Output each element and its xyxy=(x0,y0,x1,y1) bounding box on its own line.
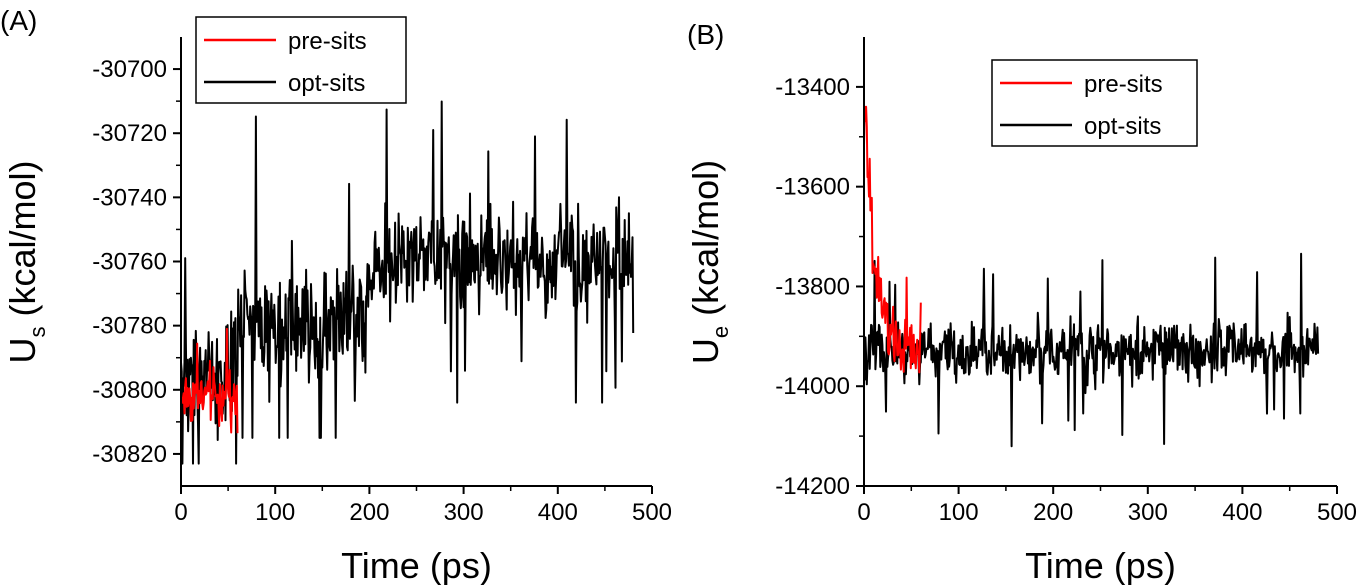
y-axis-label-main: U xyxy=(2,338,43,364)
series-line-opt-sits xyxy=(863,252,1320,448)
y-tick-label: -13800 xyxy=(775,273,850,300)
series-line-pre-sits xyxy=(180,327,239,434)
x-tick-label: 100 xyxy=(255,499,295,526)
y-tick-label: -14200 xyxy=(775,473,850,500)
x-tick-label: 200 xyxy=(349,499,389,526)
series-line-pre-sits xyxy=(863,105,922,374)
y-axis-label: Us (kcal/mol) xyxy=(2,160,50,363)
legend-entry: pre-sits xyxy=(1084,71,1163,98)
y-tick-label: -30780 xyxy=(92,313,167,340)
panel-b: 0 100 200 300 400 500 -14200 -14000 -13800 -13600… xyxy=(685,19,1357,585)
legend-entry: pre-sits xyxy=(288,28,367,55)
legend-entry: opt-sits xyxy=(288,70,365,97)
y-tick-label: -30760 xyxy=(92,249,167,276)
x-tick-label: 300 xyxy=(1128,499,1168,526)
legend-box xyxy=(991,59,1198,147)
y-tick-label: -30740 xyxy=(92,184,167,211)
y-tick-label: -14000 xyxy=(775,373,850,400)
y-tick-label: -30800 xyxy=(92,377,167,404)
panel-a: 0 100 200 300 400 500 -30820 -30800 -30780 -30760… xyxy=(0,5,672,585)
y-axis-label-unit: (kcal/mol) xyxy=(2,160,43,316)
x-tick-label: 0 xyxy=(174,499,187,526)
y-axis-label-sub: s xyxy=(25,327,50,338)
x-tick-label: 0 xyxy=(857,499,870,526)
y-axis-label-unit: (kcal/mol) xyxy=(685,160,726,316)
x-tick-label: 500 xyxy=(1317,499,1357,526)
x-tick-label: 400 xyxy=(1222,499,1262,526)
x-tick-label: 400 xyxy=(538,499,578,526)
series-line-opt-sits xyxy=(180,100,635,465)
y-tick-label: -13600 xyxy=(775,174,850,201)
y-tick-label: -30820 xyxy=(92,441,167,468)
x-axis-label: Time (ps) xyxy=(1025,545,1176,585)
legend-box xyxy=(195,16,407,104)
y-tick-label: -30700 xyxy=(92,56,167,83)
panel-label: (B) xyxy=(687,19,724,50)
panel-label: (A) xyxy=(0,5,37,36)
y-tick-label: -30720 xyxy=(92,120,167,147)
legend: pre-sits opt-sits xyxy=(991,59,1198,147)
y-tick-label: -13400 xyxy=(775,74,850,101)
x-tick-label: 500 xyxy=(632,499,672,526)
x-axis-label: Time (ps) xyxy=(341,545,492,585)
x-tick-label: 200 xyxy=(1033,499,1073,526)
legend-entry: opt-sits xyxy=(1084,113,1161,140)
x-tick-label: 300 xyxy=(444,499,484,526)
y-axis-label-sub: e xyxy=(708,326,733,338)
y-axis-label: Ue (kcal/mol) xyxy=(685,160,733,364)
legend: pre-sits opt-sits xyxy=(195,16,407,104)
x-tick-label: 100 xyxy=(939,499,979,526)
y-axis-label-main: U xyxy=(685,338,726,364)
